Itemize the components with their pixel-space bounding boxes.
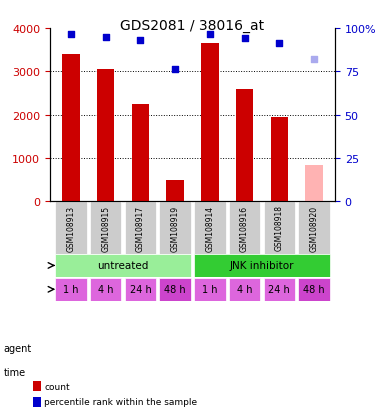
Text: GSM108914: GSM108914: [205, 205, 214, 251]
FancyBboxPatch shape: [298, 278, 330, 301]
Text: GSM108913: GSM108913: [66, 205, 75, 251]
Point: [102, 34, 109, 41]
Point: [311, 57, 317, 63]
Text: GSM108916: GSM108916: [240, 205, 249, 251]
Bar: [305, 165, 323, 202]
Text: percentile rank within the sample: percentile rank within the sample: [44, 397, 198, 406]
Text: untreated: untreated: [97, 261, 149, 271]
FancyBboxPatch shape: [264, 202, 295, 254]
Point: [68, 32, 74, 39]
Text: GSM108919: GSM108919: [171, 205, 180, 251]
Text: 1 h: 1 h: [202, 285, 218, 294]
Text: 4 h: 4 h: [237, 285, 252, 294]
Text: 24 h: 24 h: [268, 285, 290, 294]
FancyBboxPatch shape: [194, 254, 330, 277]
Bar: [201, 44, 219, 202]
FancyBboxPatch shape: [194, 278, 226, 301]
Text: 24 h: 24 h: [129, 285, 151, 294]
Text: time: time: [4, 368, 26, 377]
Text: 4 h: 4 h: [98, 285, 114, 294]
Text: 1 h: 1 h: [63, 285, 79, 294]
Point: [207, 31, 213, 38]
Text: GSM108917: GSM108917: [136, 205, 145, 251]
Bar: [236, 90, 253, 202]
Text: 48 h: 48 h: [303, 285, 325, 294]
FancyBboxPatch shape: [159, 202, 191, 254]
FancyBboxPatch shape: [264, 278, 295, 301]
Text: GDS2081 / 38016_at: GDS2081 / 38016_at: [121, 19, 264, 33]
FancyBboxPatch shape: [194, 202, 226, 254]
FancyBboxPatch shape: [90, 278, 121, 301]
Point: [137, 38, 144, 44]
Point: [241, 35, 248, 42]
FancyBboxPatch shape: [125, 202, 156, 254]
Bar: [166, 180, 184, 202]
Bar: [271, 118, 288, 202]
FancyBboxPatch shape: [55, 278, 87, 301]
FancyBboxPatch shape: [125, 278, 156, 301]
Text: 48 h: 48 h: [164, 285, 186, 294]
FancyBboxPatch shape: [55, 202, 87, 254]
FancyBboxPatch shape: [55, 254, 191, 277]
Text: agent: agent: [4, 343, 32, 353]
Bar: [62, 55, 80, 202]
FancyBboxPatch shape: [298, 202, 330, 254]
FancyBboxPatch shape: [229, 202, 260, 254]
Point: [276, 40, 283, 47]
Bar: [97, 70, 114, 202]
Bar: [132, 104, 149, 202]
Text: JNK inhibitor: JNK inhibitor: [230, 261, 294, 271]
FancyBboxPatch shape: [229, 278, 260, 301]
FancyBboxPatch shape: [159, 278, 191, 301]
Text: count: count: [44, 382, 70, 391]
Text: GSM108915: GSM108915: [101, 205, 110, 251]
Text: GSM108920: GSM108920: [310, 205, 319, 251]
FancyBboxPatch shape: [90, 202, 121, 254]
Point: [172, 67, 178, 74]
Text: GSM108918: GSM108918: [275, 205, 284, 251]
